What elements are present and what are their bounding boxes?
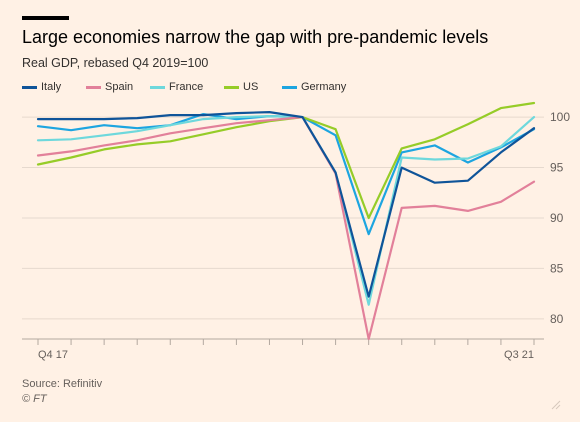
y-tick-label: 80 [550, 312, 564, 326]
y-tick-label: 100 [550, 110, 570, 124]
legend-swatch [150, 86, 165, 89]
x-tick-label: Q3 21 [504, 349, 534, 361]
y-tick-label: 90 [550, 211, 564, 225]
x-tick-label: Q4 17 [38, 349, 68, 361]
resize-corner-icon [551, 400, 561, 410]
legend-swatch [86, 86, 101, 89]
chart-subtitle: Real GDP, rebased Q4 2019=100 [22, 56, 209, 70]
legend-label: Spain [105, 81, 134, 93]
legend-label: Italy [41, 81, 62, 93]
series-line-germany [36, 113, 536, 236]
legend-swatch [22, 86, 37, 89]
legend-label: Germany [301, 81, 347, 93]
legend-label: France [169, 81, 204, 93]
series-line-italy [36, 111, 536, 298]
copyright-note: © FT [22, 393, 47, 405]
y-tick-label: 95 [550, 161, 564, 175]
legend-swatch [224, 86, 239, 89]
ft-title-bar [22, 16, 69, 20]
legend-swatch [282, 86, 297, 89]
legend-label: US [243, 81, 259, 93]
chart-title: Large economies narrow the gap with pre-… [22, 27, 489, 47]
source-note: Source: Refinitiv [22, 378, 103, 390]
series-line-spain [36, 116, 536, 341]
series-line-us [36, 101, 536, 220]
series-line-france [36, 115, 536, 306]
y-tick-label: 85 [550, 261, 564, 275]
